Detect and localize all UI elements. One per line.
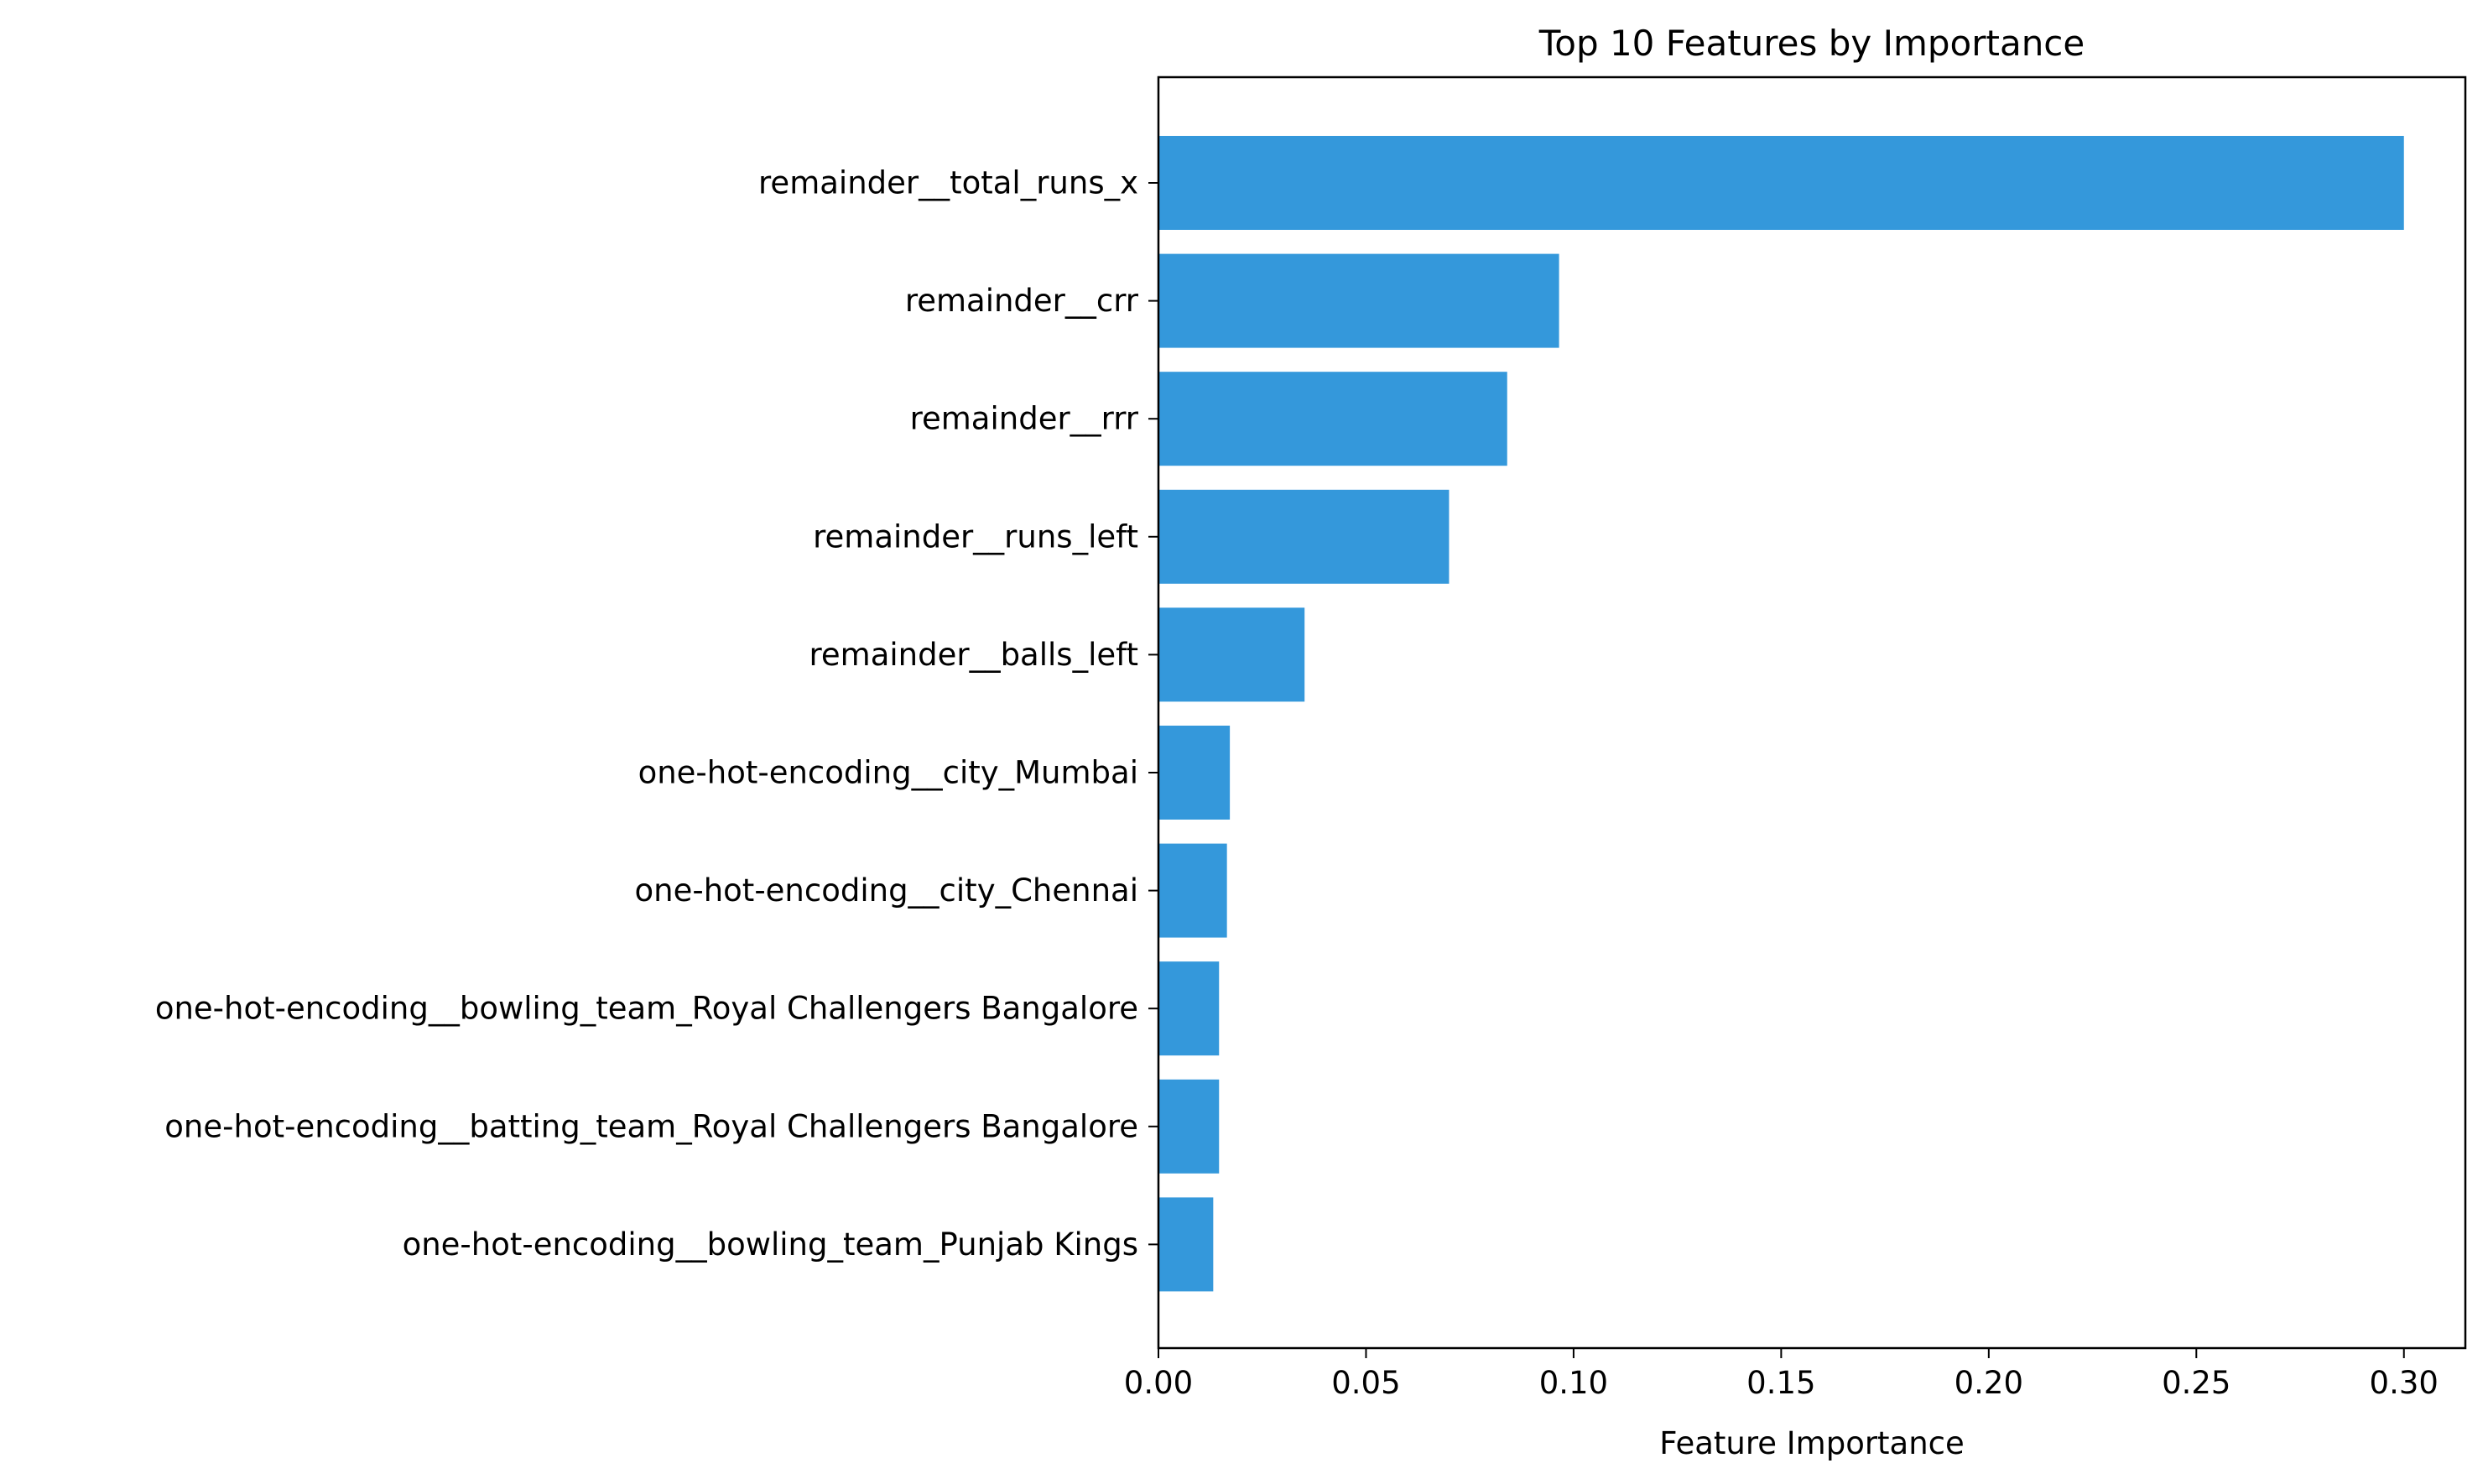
y-tick-label: remainder__balls_left [809,637,1139,673]
y-tick-label: one-hot-encoding__batting_team_Royal Cha… [164,1108,1138,1144]
chart-title: Top 10 Features by Importance [1538,23,2085,64]
y-tick-label: one-hot-encoding__bowling_team_Royal Cha… [155,991,1138,1027]
x-tick-label: 0.15 [1746,1365,1815,1401]
x-tick-label: 0.05 [1331,1365,1400,1401]
bar [1158,726,1231,820]
x-tick-label: 0.00 [1124,1365,1193,1401]
y-tick-label: one-hot-encoding__city_Mumbai [638,755,1138,791]
axes-group [1157,76,2467,1350]
plot-frame [1157,76,2467,1350]
bar [1158,1197,1214,1292]
y-tick-label: remainder__runs_left [813,518,1138,555]
x-tick-label: 0.30 [2370,1365,2439,1401]
y-tick-label: remainder__rrr [910,401,1139,437]
bar [1158,136,2404,230]
bars-group [1158,136,2404,1292]
ticks-group: remainder__total_runs_x remainder__crrrem… [155,165,2439,1402]
x-tick-label: 0.10 [1539,1365,1608,1401]
bar [1158,253,1559,348]
x-tick-label: 0.20 [1954,1365,2023,1401]
x-tick-label: 0.25 [2162,1365,2230,1401]
bar [1158,372,1507,466]
bar [1158,843,1227,938]
bar [1158,961,1220,1056]
x-axis-label: Feature Importance [1659,1425,1965,1461]
y-tick-label: remainder__crr [905,283,1139,319]
bar [1158,607,1305,702]
bar [1158,1079,1220,1174]
y-tick-label: one-hot-encoding__bowling_team_Punjab Ki… [403,1226,1138,1263]
bar [1158,489,1450,584]
y-tick-label: one-hot-encoding__city_Chennai [635,872,1138,909]
y-tick-label: remainder__total_runs_x [758,165,1138,201]
